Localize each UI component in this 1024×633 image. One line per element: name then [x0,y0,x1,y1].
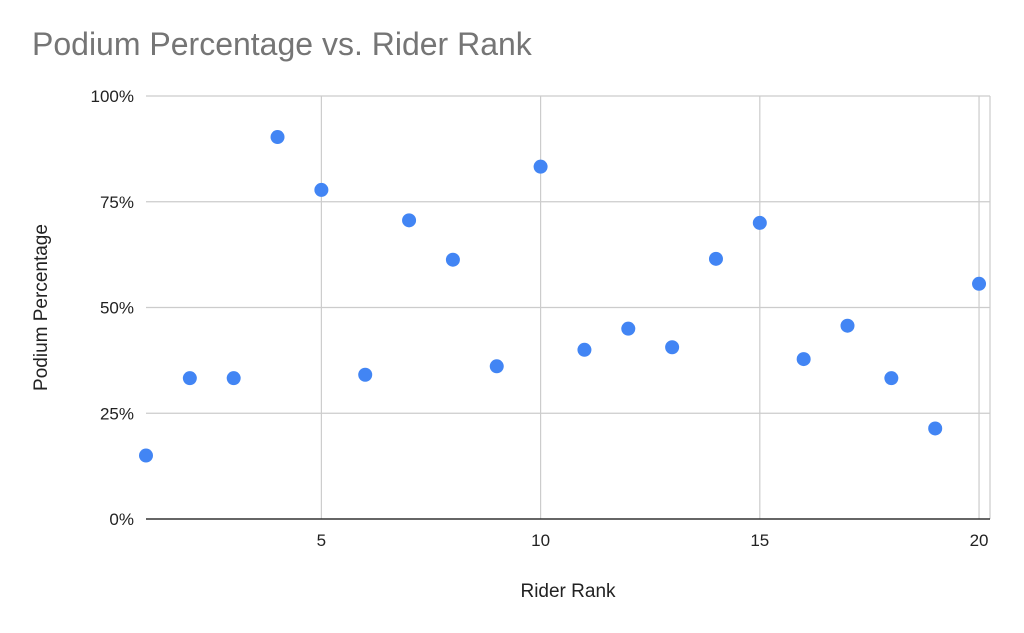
y-tick-label: 75% [100,193,134,212]
data-point [139,448,153,463]
data-point [665,340,680,355]
y-axis-label: Podium Percentage [31,224,52,391]
data-point [358,367,373,382]
data-point [621,321,636,336]
gridlines [146,95,991,519]
x-axis-label: Rider Rank [520,581,616,602]
y-tick-label: 0% [109,510,134,529]
data-point [840,318,855,333]
data-point [445,252,460,267]
data-point [708,251,723,266]
x-tick-label: 5 [317,531,326,550]
x-tick-label: 20 [970,531,989,550]
data-point [752,215,767,230]
data-point [884,371,899,386]
data-point [489,359,504,374]
data-point [314,182,329,197]
data-point [270,130,285,145]
data-point [928,421,943,436]
data-point [226,371,241,386]
x-tick-label: 10 [531,531,550,550]
data-point [533,159,548,174]
data-point [402,213,417,228]
chart-title: Podium Percentage vs. Rider Rank [32,26,532,62]
data-point [577,342,592,357]
data-point [972,276,987,291]
data-point [796,352,811,367]
data-point [182,371,197,386]
tick-labels: 0% 25% 50% 75% 100% 5 10 15 20 [91,87,989,550]
data-points [139,130,987,463]
y-tick-label: 50% [100,299,134,318]
y-tick-label: 25% [100,404,134,423]
y-tick-label: 100% [91,87,134,106]
x-tick-label: 15 [750,531,769,550]
